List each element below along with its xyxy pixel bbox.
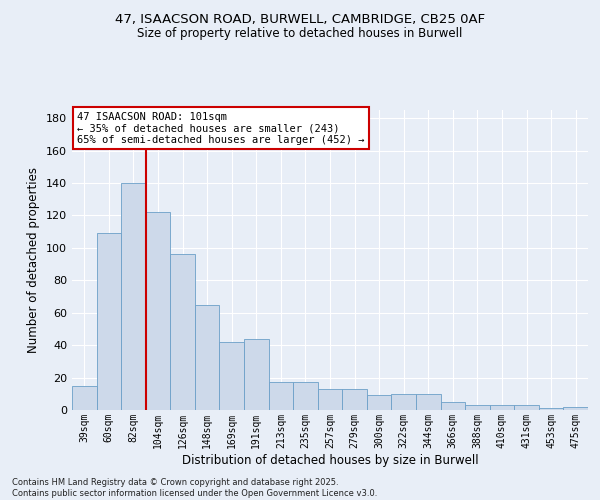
Bar xyxy=(318,389,342,410)
Bar xyxy=(342,389,367,410)
Bar xyxy=(293,382,318,410)
Bar xyxy=(97,233,121,410)
Bar xyxy=(490,405,514,410)
Text: 47 ISAACSON ROAD: 101sqm
← 35% of detached houses are smaller (243)
65% of semi-: 47 ISAACSON ROAD: 101sqm ← 35% of detach… xyxy=(77,112,365,144)
Bar xyxy=(244,338,269,410)
Bar xyxy=(367,396,391,410)
Bar xyxy=(220,342,244,410)
Text: Contains HM Land Registry data © Crown copyright and database right 2025.
Contai: Contains HM Land Registry data © Crown c… xyxy=(12,478,377,498)
Text: Size of property relative to detached houses in Burwell: Size of property relative to detached ho… xyxy=(137,28,463,40)
Bar xyxy=(563,407,588,410)
Bar xyxy=(72,386,97,410)
X-axis label: Distribution of detached houses by size in Burwell: Distribution of detached houses by size … xyxy=(182,454,478,466)
Bar xyxy=(121,183,146,410)
Text: 47, ISAACSON ROAD, BURWELL, CAMBRIDGE, CB25 0AF: 47, ISAACSON ROAD, BURWELL, CAMBRIDGE, C… xyxy=(115,12,485,26)
Bar xyxy=(391,394,416,410)
Bar xyxy=(440,402,465,410)
Bar xyxy=(146,212,170,410)
Bar xyxy=(514,405,539,410)
Bar xyxy=(465,405,490,410)
Bar xyxy=(269,382,293,410)
Y-axis label: Number of detached properties: Number of detached properties xyxy=(28,167,40,353)
Bar xyxy=(539,408,563,410)
Bar xyxy=(416,394,440,410)
Bar xyxy=(170,254,195,410)
Bar xyxy=(195,304,220,410)
